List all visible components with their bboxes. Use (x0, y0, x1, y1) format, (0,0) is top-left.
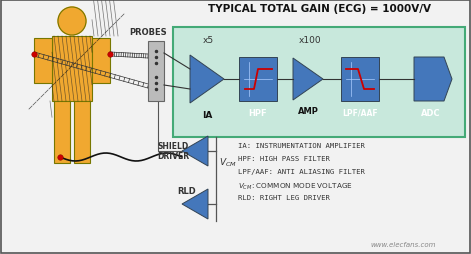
Text: RLD: RLD (178, 186, 196, 195)
Text: LPF/AAF: LPF/AAF (342, 108, 378, 118)
Text: www.elecfans.com: www.elecfans.com (370, 241, 436, 247)
Polygon shape (190, 56, 224, 104)
Bar (92, 39, 110, 84)
Text: $V_{CM}$: $V_{CM}$ (219, 156, 237, 169)
Bar (341, 58, 379, 102)
Text: IA: IA (202, 110, 212, 120)
Text: TYPICAL TOTAL GAIN (ECG) = 1000V/V: TYPICAL TOTAL GAIN (ECG) = 1000V/V (209, 4, 431, 14)
Text: HPF: HIGH PASS FILTER: HPF: HIGH PASS FILTER (238, 155, 330, 161)
Text: AMP: AMP (298, 107, 318, 116)
FancyBboxPatch shape (173, 28, 465, 137)
Bar (74, 102, 90, 163)
Polygon shape (182, 189, 208, 219)
Text: $V_{CM}$: COMMON MODE VOLTAGE: $V_{CM}$: COMMON MODE VOLTAGE (238, 181, 353, 192)
Text: IA: INSTRUMENTATION AMPLIFIER: IA: INSTRUMENTATION AMPLIFIER (238, 142, 365, 148)
Bar (148, 42, 164, 102)
Text: ADC: ADC (421, 108, 441, 118)
Bar (54, 102, 70, 163)
Text: PROBES: PROBES (129, 28, 167, 37)
Polygon shape (414, 58, 452, 102)
Text: SHIELD
DRIVER: SHIELD DRIVER (157, 141, 189, 161)
Text: HPF: HPF (249, 108, 268, 118)
Bar (34, 39, 52, 84)
Bar (239, 58, 277, 102)
Bar (52, 37, 92, 102)
Text: RLD: RIGHT LEG DRIVER: RLD: RIGHT LEG DRIVER (238, 194, 330, 200)
Polygon shape (293, 59, 323, 101)
Circle shape (58, 8, 86, 36)
Text: x5: x5 (203, 36, 213, 45)
Text: LPF/AAF: ANTI ALIASING FILTER: LPF/AAF: ANTI ALIASING FILTER (238, 168, 365, 174)
Polygon shape (182, 136, 208, 166)
Text: x100: x100 (299, 36, 321, 45)
